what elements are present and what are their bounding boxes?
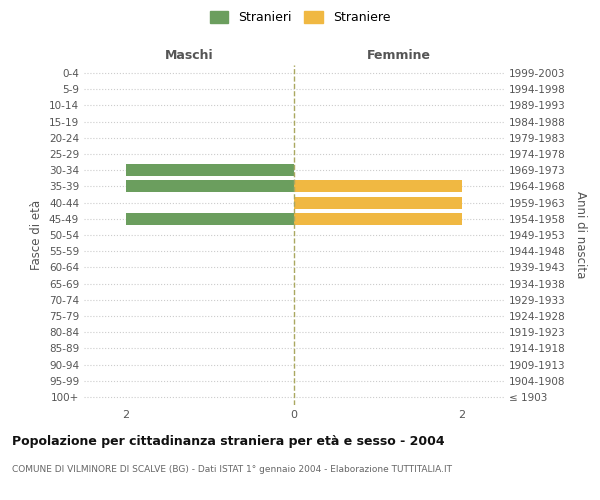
Bar xyxy=(126,164,294,176)
Bar xyxy=(126,212,294,225)
Text: COMUNE DI VILMINORE DI SCALVE (BG) - Dati ISTAT 1° gennaio 2004 - Elaborazione T: COMUNE DI VILMINORE DI SCALVE (BG) - Dat… xyxy=(12,465,452,474)
Y-axis label: Fasce di età: Fasce di età xyxy=(31,200,43,270)
Bar xyxy=(126,180,294,192)
Text: Popolazione per cittadinanza straniera per età e sesso - 2004: Popolazione per cittadinanza straniera p… xyxy=(12,435,445,448)
Text: Maschi: Maschi xyxy=(164,50,214,62)
Bar xyxy=(294,212,462,225)
Bar xyxy=(294,196,462,208)
Text: Femmine: Femmine xyxy=(367,50,431,62)
Y-axis label: Anni di nascita: Anni di nascita xyxy=(574,192,587,278)
Legend: Stranieri, Straniere: Stranieri, Straniere xyxy=(207,8,393,26)
Bar xyxy=(294,180,462,192)
